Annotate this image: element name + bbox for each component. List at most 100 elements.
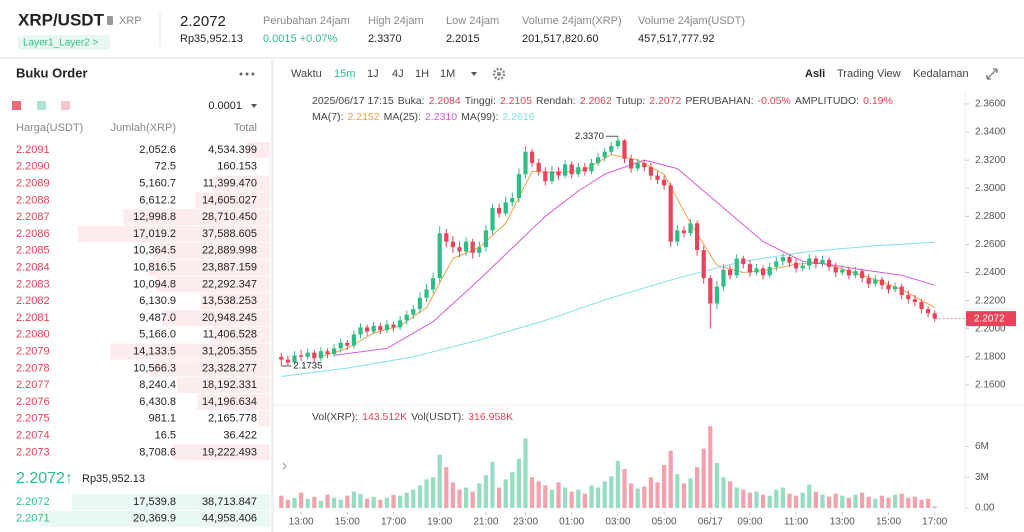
candle-body <box>318 351 323 359</box>
candle-body <box>767 266 772 276</box>
volume-bar <box>609 476 614 508</box>
qty: 10,816.5 <box>133 262 176 274</box>
depth-bar <box>197 394 270 410</box>
info-label: AMPLITUDO: <box>795 95 859 107</box>
view-icons[interactable] <box>12 101 70 110</box>
collapse-arrow[interactable] <box>282 462 287 470</box>
tag[interactable]: Layer1_Layer2 > <box>23 38 98 49</box>
candle-body <box>714 286 719 304</box>
candle-body <box>477 247 482 253</box>
settings-icon[interactable] <box>492 67 506 81</box>
vol-tick-label: 6M <box>975 441 989 452</box>
qty: 8,708.6 <box>139 446 176 458</box>
stat-value: 201,517,820.60 <box>522 33 598 45</box>
volume-bar <box>536 481 541 508</box>
candle-body <box>424 289 429 298</box>
stat-label: High 24jam <box>368 15 424 27</box>
volume-bar <box>477 483 482 508</box>
candle-body <box>615 140 620 147</box>
info-value: 2.2072 <box>649 95 681 107</box>
candle-body <box>556 171 561 176</box>
candle-body <box>879 279 884 286</box>
interval[interactable]: 15m <box>334 68 355 80</box>
interval[interactable]: 4J <box>392 68 404 80</box>
volume-bar <box>846 497 851 508</box>
volume-bar <box>767 495 772 508</box>
depth-bar <box>171 444 270 461</box>
info-value: 2.2062 <box>580 95 612 107</box>
total: 19,222.493 <box>202 446 257 458</box>
candle-body <box>827 259 832 267</box>
price: 2.2083 <box>16 278 50 290</box>
volume-bar <box>292 497 297 508</box>
candle-body <box>378 325 383 331</box>
candle-body <box>543 171 548 182</box>
candle-body <box>741 258 746 265</box>
volume-bar <box>457 489 462 508</box>
volume-bar <box>563 487 568 508</box>
dropdown-arrow[interactable] <box>251 104 257 108</box>
interval[interactable]: 1M <box>440 68 455 80</box>
depth-bar <box>246 142 270 158</box>
total: 11,406.528 <box>203 329 257 341</box>
x-tick-label: 17:00 <box>381 517 406 528</box>
tag-badge[interactable] <box>18 35 110 50</box>
volume-bar <box>338 499 343 508</box>
x-tick-label: 19:00 <box>427 517 452 528</box>
view-tab[interactable]: Kedalaman <box>913 68 969 80</box>
interval-dropdown[interactable] <box>471 72 477 76</box>
candle-body <box>609 146 614 152</box>
interval: Waktu <box>291 68 322 80</box>
price: 2.2087 <box>16 211 50 223</box>
volume-bar <box>879 495 884 508</box>
candle-body <box>840 269 845 273</box>
x-tick-label: 15:00 <box>876 517 901 528</box>
info-label: PERUBAHAN: <box>685 95 753 107</box>
order-book-title: Buku Order <box>16 65 88 80</box>
y-tick-label: 2.3200 <box>975 155 1006 166</box>
volume-bar <box>444 467 449 508</box>
volume-bar <box>365 498 370 508</box>
stat-value: 457,517,777.92 <box>638 33 714 45</box>
total: 2,165.778 <box>208 413 257 425</box>
candle-body <box>668 185 673 242</box>
candle-body <box>622 140 627 159</box>
x-tick-label: 13:00 <box>830 517 855 528</box>
more-icon[interactable] <box>239 72 255 76</box>
candle-body <box>860 271 865 279</box>
view-tab[interactable]: Asli <box>805 68 825 80</box>
volume-bar <box>827 496 832 508</box>
depth-bar <box>211 175 270 192</box>
info-value: 0.19% <box>863 95 893 107</box>
candle-body <box>312 352 317 359</box>
candle-body <box>384 324 389 331</box>
price: 2.2090 <box>16 161 50 173</box>
column-header: Harga(USDT) <box>16 122 83 134</box>
candle-body <box>853 271 858 276</box>
precision[interactable]: 0.0001 <box>208 100 242 112</box>
depth-bar <box>147 259 270 276</box>
info-label: Tutup: <box>616 95 645 107</box>
volume-bar <box>622 469 627 508</box>
total: 13,538.253 <box>202 295 257 307</box>
volume-bar <box>384 497 389 508</box>
volume-bar <box>345 495 350 508</box>
view-tab[interactable]: Trading View <box>837 68 901 80</box>
price: 2.2072 <box>16 496 50 508</box>
volume-bar <box>794 495 799 508</box>
qty: 6,612.2 <box>139 194 176 206</box>
x-tick-label: 03:00 <box>605 517 630 528</box>
candle-body <box>549 171 554 182</box>
volume-bar <box>662 465 667 508</box>
candle-body <box>444 233 449 242</box>
fullscreen-icon[interactable] <box>986 68 998 80</box>
interval[interactable]: 1H <box>415 68 429 80</box>
volume-bar <box>503 479 508 508</box>
volume-bar <box>833 493 838 508</box>
candle-body <box>648 167 653 176</box>
volume-bar <box>648 477 653 508</box>
candle-body <box>721 269 726 287</box>
interval[interactable]: 1J <box>367 68 379 80</box>
info-label: Tinggi: <box>465 95 496 107</box>
stat-label: Volume 24jam(XRP) <box>522 15 622 27</box>
